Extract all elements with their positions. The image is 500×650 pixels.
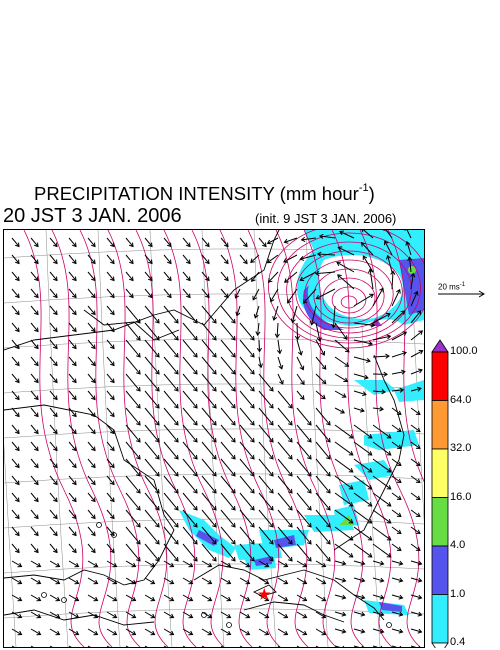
chart-title: PRECIPITATION INTENSITY (mm hour-1) xyxy=(34,181,375,204)
colorbar-segment xyxy=(431,497,449,547)
precipitation-map: ★ xyxy=(3,229,425,648)
colorbar-segment xyxy=(431,351,449,401)
colorbar-segment xyxy=(431,545,449,595)
wind-vectors xyxy=(11,230,424,647)
colorbar-tick-label: 4.0 xyxy=(450,539,466,551)
reference-vector-arrow xyxy=(438,290,485,298)
colorbar-tick-label: 100.0 xyxy=(450,345,478,357)
reference-vector-label: 20 ms-1 xyxy=(438,282,466,292)
colorbar-segment xyxy=(431,448,449,498)
colorbar-over-triangle xyxy=(431,339,449,353)
pressure-contours xyxy=(23,230,424,647)
colorbar-segment xyxy=(431,400,449,450)
colorbar-tick-label: 1.0 xyxy=(450,587,466,600)
coastlines xyxy=(4,230,405,628)
colorbar-tick-label: 16.0 xyxy=(450,490,472,503)
colorbar-segment xyxy=(431,594,449,644)
init-time-label: (init. 9 JST 3 JAN. 2006) xyxy=(255,211,397,226)
colorbar-under-triangle xyxy=(431,642,449,648)
colorbar-tick-label: 64.0 xyxy=(450,393,472,406)
colorbar-tick-label: 0.4 xyxy=(450,636,466,648)
location-marker: ★ xyxy=(258,586,271,602)
station-marker: ★ xyxy=(258,586,271,602)
colorbar xyxy=(431,339,449,648)
valid-time-label: 20 JST 3 JAN. 2006 xyxy=(3,205,182,227)
colorbar-tick-label: 32.0 xyxy=(450,442,472,454)
